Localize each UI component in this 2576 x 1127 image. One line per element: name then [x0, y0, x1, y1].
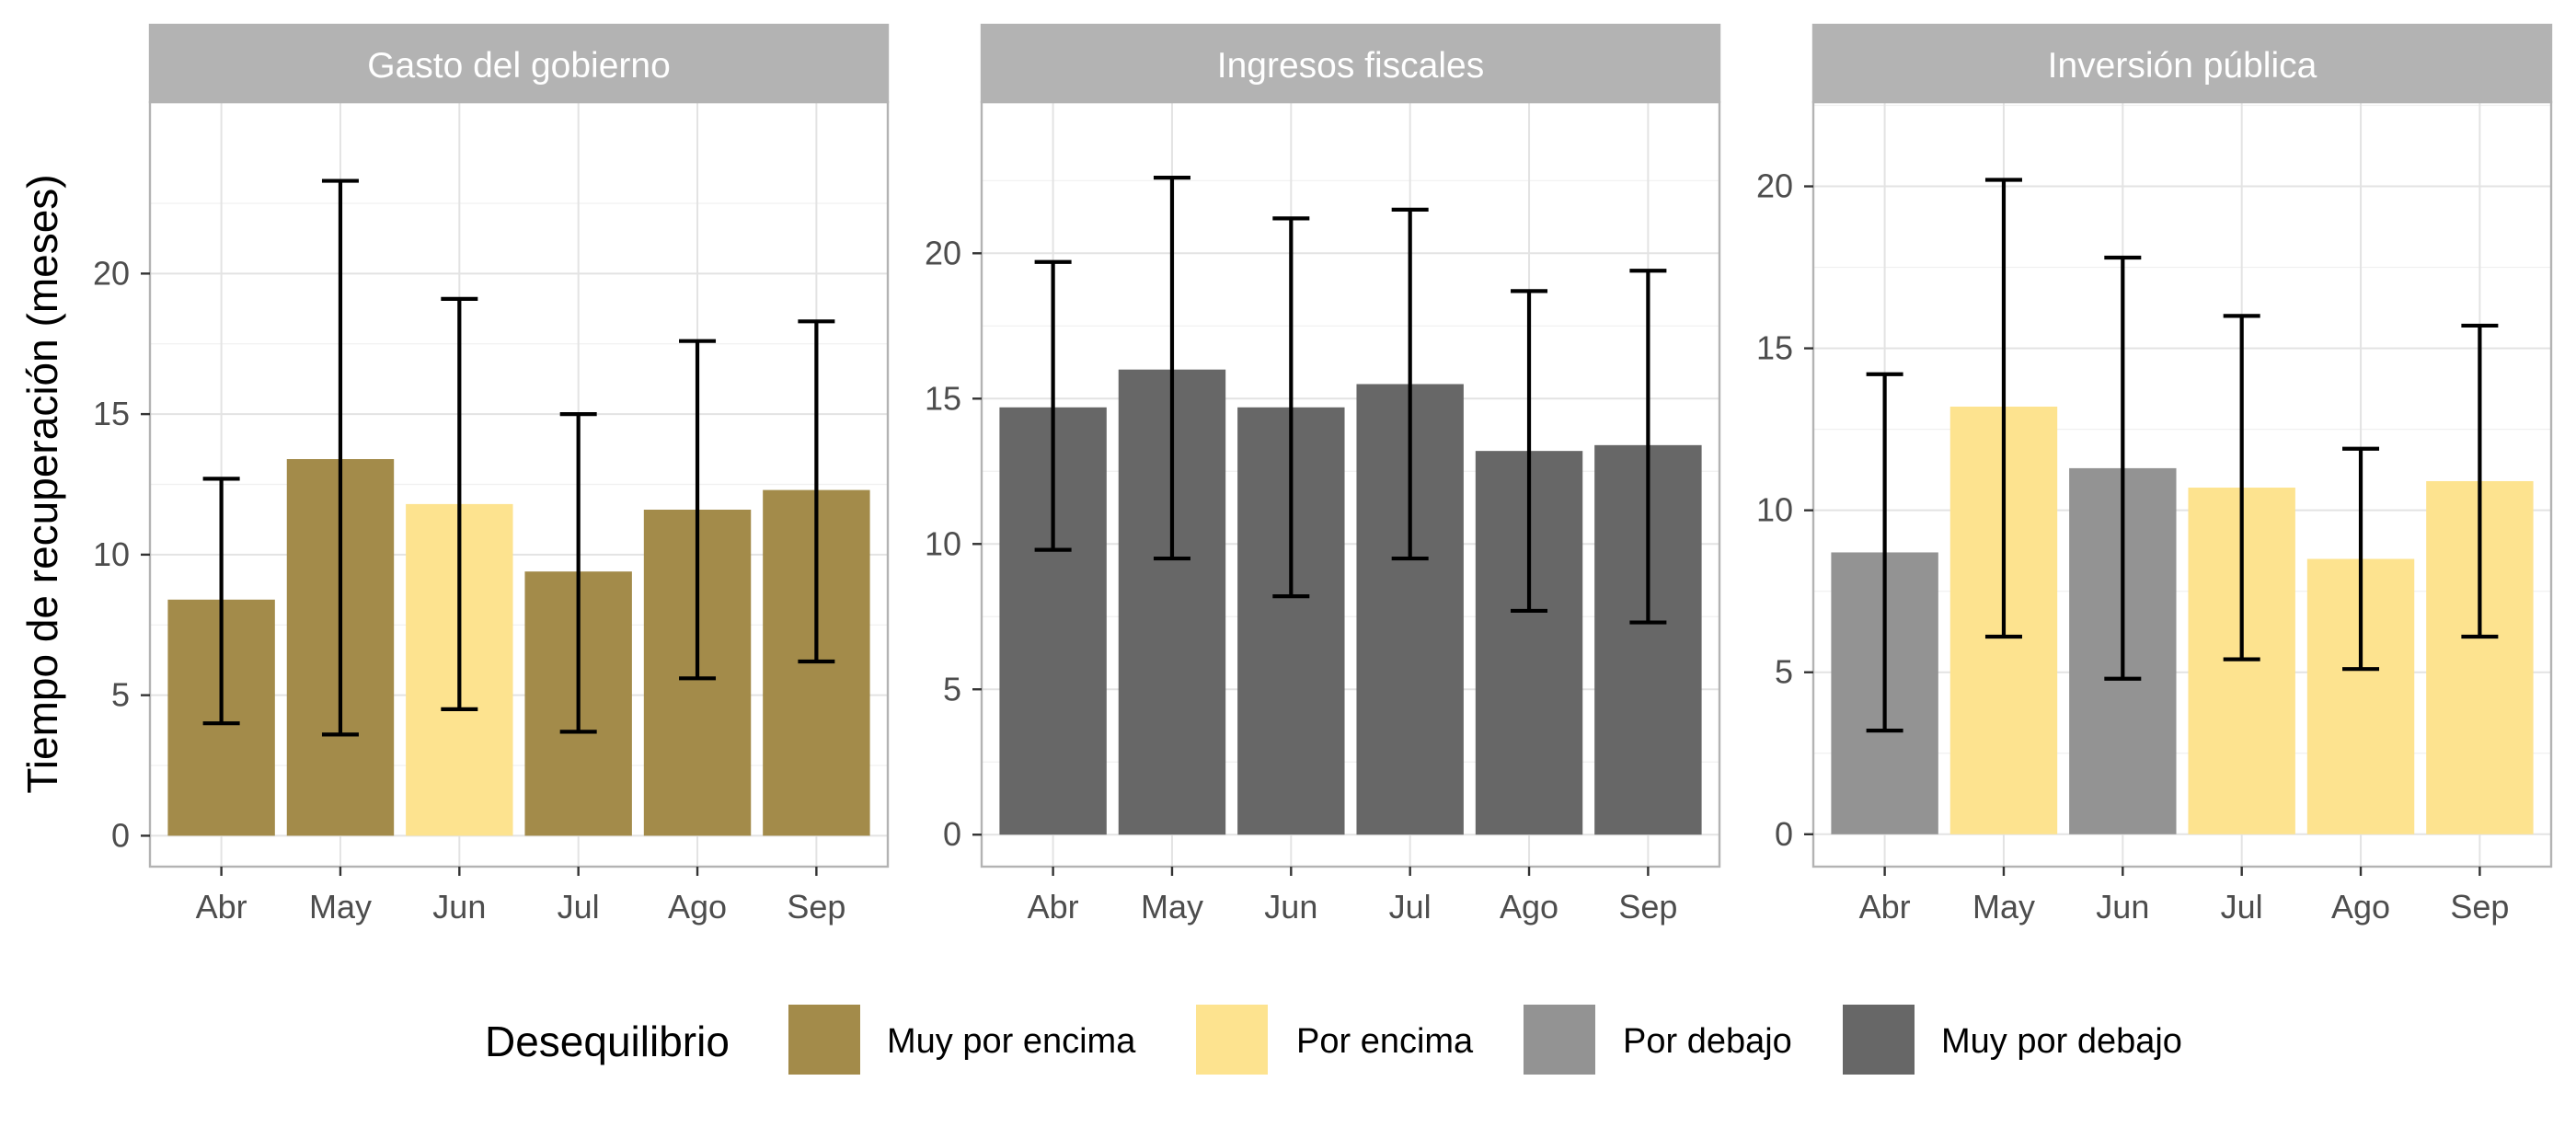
error-bar-abr	[1866, 372, 1903, 733]
error-bar-jun	[441, 296, 478, 712]
panels: Gasto del gobierno 0 5 10 15 20 Abr May Jun Jul Ag…	[93, 23, 2553, 926]
legend-title: Desequilibrio	[485, 1018, 730, 1065]
error-bar-abr	[202, 477, 240, 726]
x-tick-label: May	[309, 888, 372, 926]
error-bar-jun	[2104, 255, 2142, 681]
y-tick-label: 10	[925, 524, 961, 562]
panel-1: Gasto del gobierno 0 5 10 15 20 Abr May Jun Jul Ag…	[93, 23, 890, 926]
x-tick-label: Sep	[1618, 888, 1677, 926]
y-tick-label: 20	[1756, 167, 1793, 205]
y-tick-label: 20	[93, 254, 130, 292]
y-tick-label: 0	[1775, 815, 1793, 853]
y-tick-label: 5	[943, 670, 961, 707]
facet-strip	[1811, 23, 2553, 104]
x-tick-label: Jul	[1389, 888, 1432, 926]
legend-label: Por debajo	[1623, 1022, 1792, 1061]
error-bar-ago	[679, 339, 717, 681]
x-tick-label: Sep	[2450, 888, 2509, 926]
x-tick-label: Abr	[1028, 888, 1079, 926]
facet-title: Inversión pública	[2048, 46, 2317, 86]
legend-key	[1524, 1005, 1595, 1075]
legend-entry-por-encima: Por encima	[1196, 1005, 1474, 1075]
error-bar-sep	[1629, 269, 1667, 625]
y-tick-label: 0	[111, 816, 130, 854]
x-tick-label: Jun	[432, 888, 486, 926]
facet-strip	[148, 23, 890, 104]
y-tick-label: 10	[93, 535, 130, 573]
y-tick-label: 0	[943, 815, 961, 853]
error-bar-ago	[1511, 289, 1548, 614]
x-tick-label: Ago	[668, 888, 727, 926]
x-tick-label: Ago	[2331, 888, 2390, 926]
legend-key	[788, 1005, 860, 1075]
legend-key	[1843, 1005, 1915, 1075]
error-bar-ago	[2342, 446, 2380, 672]
error-bar-jul	[1391, 207, 1429, 561]
error-bar-sep	[2461, 323, 2499, 639]
legend-entry-muy-por-debajo: Muy por debajo	[1843, 1005, 2182, 1075]
error-bar-jul	[559, 412, 597, 734]
x-tick-label: May	[1972, 888, 2035, 926]
legend-key	[1196, 1005, 1268, 1075]
legend-label: Por encima	[1296, 1022, 1474, 1061]
legend-entry-muy-por-encima: Muy por encima	[788, 1005, 1136, 1075]
facet-title: Ingresos fiscales	[1217, 46, 1484, 86]
error-bar-sep	[798, 319, 835, 664]
y-tick-label: 10	[1756, 491, 1793, 529]
error-bar-may	[321, 178, 359, 737]
x-tick-label: Jul	[2221, 888, 2263, 926]
x-tick-label: Abr	[196, 888, 247, 926]
legend-label: Muy por encima	[887, 1022, 1136, 1061]
facet-title: Gasto del gobierno	[367, 46, 671, 86]
error-bar-abr	[1034, 259, 1072, 552]
y-axis-title: Tiempo de recuperación (meses)	[18, 174, 66, 793]
x-tick-label: Jul	[558, 888, 600, 926]
x-tick-label: Jun	[1264, 888, 1317, 926]
error-bar-may	[1984, 178, 2022, 639]
x-tick-label: Ago	[1500, 888, 1558, 926]
legend-entry-por-debajo: Por debajo	[1524, 1005, 1792, 1075]
facet-strip	[980, 23, 1721, 104]
x-tick-label: Abr	[1859, 888, 1911, 926]
x-tick-label: Sep	[787, 888, 845, 926]
panel-2: Ingresos fiscales 0 5 10 15 20 Abr May Jun Jul Ago…	[925, 23, 1721, 926]
error-bar-may	[1153, 176, 1190, 561]
y-tick-label: 15	[93, 395, 130, 432]
x-tick-label: May	[1141, 888, 1203, 926]
error-bar-jun	[1272, 216, 1310, 599]
legend: Desequilibrio Muy por encima Por encima Po…	[485, 1005, 2182, 1075]
y-tick-label: 5	[111, 676, 130, 714]
y-tick-label: 5	[1775, 653, 1793, 691]
error-bar-jul	[2223, 314, 2260, 661]
x-tick-label: Jun	[2096, 888, 2149, 926]
panel-3: Inversión pública 0 5 10 15 20 Abr May Jun Jul Ago…	[1756, 23, 2553, 926]
y-tick-label: 15	[1756, 329, 1793, 367]
y-tick-label: 15	[925, 379, 961, 417]
legend-label: Muy por debajo	[1941, 1022, 2182, 1061]
y-tick-label: 20	[925, 234, 961, 271]
